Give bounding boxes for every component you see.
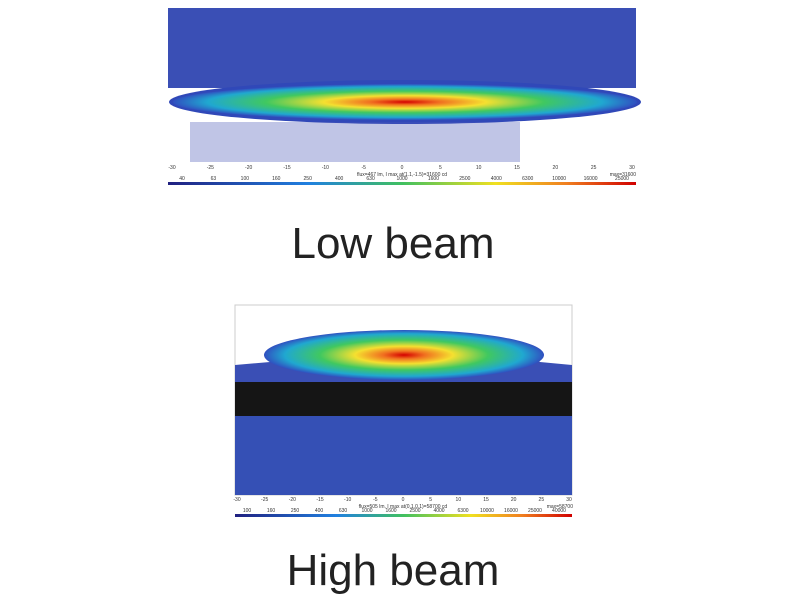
x-tick-label: -10 — [322, 165, 329, 171]
scale-label: 63 — [211, 176, 217, 182]
x-tick-label: -30 — [233, 497, 240, 503]
scale-label: 630 — [366, 176, 375, 182]
x-tick-label: 5 — [439, 165, 442, 171]
x-tick-label: -20 — [245, 165, 252, 171]
color-bar — [168, 182, 636, 185]
scale-label: 400 — [315, 508, 324, 514]
scale-label: 4000 — [491, 176, 502, 182]
x-tick-label: -20 — [289, 497, 296, 503]
x-tick-label: 20 — [553, 165, 559, 171]
label: High beam — [287, 546, 500, 595]
x-tick-label: -25 — [261, 497, 268, 503]
scale-label: 160 — [272, 176, 281, 182]
x-tick-label: 25 — [591, 165, 597, 171]
scale-label: 250 — [291, 508, 300, 514]
scale-label: 16000 — [584, 176, 598, 182]
x-tick-label: 20 — [511, 497, 517, 503]
max-label: max=58700 — [547, 504, 573, 510]
scale-label: 400 — [335, 176, 344, 182]
scale-label: 10000 — [480, 508, 494, 514]
x-tick-label: 30 — [566, 497, 572, 503]
x-tick-label: 10 — [476, 165, 482, 171]
x-tick-label: 15 — [483, 497, 489, 503]
max-label: max=31600 — [610, 172, 636, 178]
x-tick-label: 0 — [401, 165, 404, 171]
x-tick-label: -15 — [283, 165, 290, 171]
x-tick-label: -15 — [316, 497, 323, 503]
x-tick-label: 30 — [629, 165, 635, 171]
scale-label: 100 — [241, 176, 250, 182]
scale-label: 25000 — [615, 176, 629, 182]
x-tick-label: -5 — [361, 165, 366, 171]
x-tick-label: 15 — [514, 165, 520, 171]
scale-label: 2500 — [409, 508, 420, 514]
x-tick-label: -5 — [373, 497, 378, 503]
scale-label: 2500 — [459, 176, 470, 182]
scale-label: 40 — [179, 176, 185, 182]
label: Low beam — [291, 219, 494, 268]
scale-label: 10000 — [552, 176, 566, 182]
scale-label: 6300 — [522, 176, 533, 182]
scale-label: 4000 — [433, 508, 444, 514]
scale-label: 160 — [267, 508, 276, 514]
scale-label: 1600 — [428, 176, 439, 182]
x-tick-label: -10 — [344, 497, 351, 503]
x-tick-label: 25 — [539, 497, 545, 503]
color-bar — [235, 514, 572, 517]
scale-label: 16000 — [504, 508, 518, 514]
x-tick-label: 0 — [402, 497, 405, 503]
scale-label: 630 — [339, 508, 348, 514]
scale-label: 1600 — [385, 508, 396, 514]
scale-label: 250 — [304, 176, 313, 182]
low-beam-heatmap — [168, 8, 641, 162]
x-tick-label: -30 — [168, 165, 175, 171]
scale-label: 40000 — [552, 508, 566, 514]
scale-label: 100 — [243, 508, 252, 514]
scale-label: 6300 — [457, 508, 468, 514]
x-tick-label: 5 — [429, 497, 432, 503]
caption: flux=505 lm, I max at(0.1,0.1)=58700 cd — [359, 504, 448, 510]
scale-label: 25000 — [528, 508, 542, 514]
caption: flux=467 lm, I max at(1.1,-1.5)=31600 cd — [357, 172, 447, 178]
scale-label: 1000 — [361, 508, 372, 514]
high-beam-heatmap — [234, 304, 573, 496]
x-tick-label: 10 — [456, 497, 462, 503]
x-tick-label: -25 — [207, 165, 214, 171]
scale-label: 1000 — [396, 176, 407, 182]
